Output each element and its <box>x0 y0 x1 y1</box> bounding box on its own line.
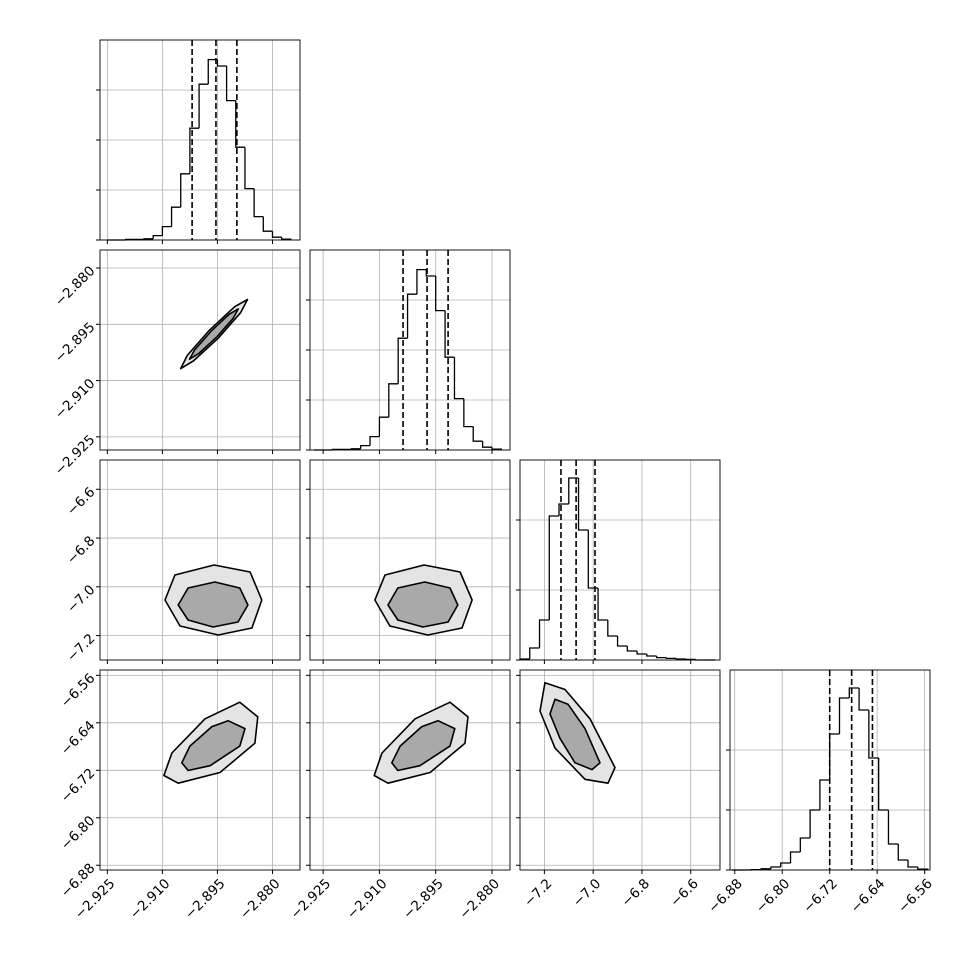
y-tick-label: −6.80 <box>58 813 99 854</box>
histogram-bin <box>408 294 417 338</box>
x-tick-label: −6.8 <box>619 876 653 910</box>
histogram-bin <box>647 654 657 656</box>
y-tick-label: −6.72 <box>58 765 99 806</box>
contour <box>178 582 248 627</box>
contour <box>190 309 239 359</box>
histogram-bin <box>530 648 540 659</box>
x-tick-label: −6.80 <box>753 876 794 917</box>
contour <box>182 721 245 771</box>
histogram-bin <box>918 867 928 870</box>
histogram-bin <box>162 227 171 236</box>
x-tick-label: −6.64 <box>848 876 889 917</box>
histogram-bin <box>791 852 801 863</box>
histogram-bin <box>227 66 236 101</box>
x-tick-label: −2.910 <box>127 876 174 923</box>
x-tick-label: −2.880 <box>456 876 503 923</box>
histogram-bin <box>436 276 445 311</box>
histogram-bin <box>666 658 676 659</box>
x-tick-label: −7.0 <box>570 876 604 910</box>
x-tick-label: −2.895 <box>400 876 447 923</box>
x-tick-label: −6.88 <box>705 876 746 917</box>
histogram-bin <box>217 60 226 66</box>
y-tick-label: −6.64 <box>58 718 99 759</box>
x-tick-label: −6.56 <box>895 876 936 917</box>
histogram-bin <box>657 656 667 658</box>
histogram-bin <box>370 437 379 446</box>
histogram-bin <box>618 636 628 646</box>
histogram-bin <box>351 449 360 450</box>
histogram-bin <box>839 698 849 734</box>
histogram-bin <box>379 417 388 436</box>
histogram-bin <box>549 516 559 620</box>
y-tick-label: −6.8 <box>64 533 98 567</box>
histogram-bin <box>417 270 426 295</box>
histogram-bin <box>254 189 263 217</box>
histogram-bin <box>199 84 208 128</box>
histogram-bin <box>483 441 492 447</box>
x-tick-label: −2.925 <box>288 876 335 923</box>
panel-frame <box>520 460 720 660</box>
histogram-bin <box>908 860 918 867</box>
histogram-bin <box>144 239 153 240</box>
histogram-bin <box>245 147 254 188</box>
y-tick-label: −2.925 <box>52 432 99 479</box>
histogram-bin <box>676 658 686 659</box>
histogram-bin <box>172 207 181 226</box>
y-tick-label: −7.2 <box>64 631 98 665</box>
histogram-bin <box>830 734 840 780</box>
histogram-bin <box>454 357 463 398</box>
contour <box>392 721 455 771</box>
y-tick-label: −7.0 <box>64 582 98 616</box>
histogram-bin <box>569 478 579 504</box>
y-tick-label: −6.56 <box>58 670 99 711</box>
histogram-bin <box>579 478 589 530</box>
histogram-bin <box>190 128 199 174</box>
histogram-bin <box>263 217 272 232</box>
histogram-bin <box>800 838 810 852</box>
histogram-bin <box>473 427 482 442</box>
x-tick-label: −2.880 <box>237 876 284 923</box>
y-tick-label: −2.910 <box>52 376 99 423</box>
histogram-bin <box>761 869 771 870</box>
histogram-bin <box>627 646 637 651</box>
histogram-bin <box>771 867 781 869</box>
histogram-bin <box>879 758 889 810</box>
histogram-bin <box>153 236 162 239</box>
x-tick-label: −6.72 <box>800 876 841 917</box>
y-tick-label: −6.6 <box>64 484 98 518</box>
histogram-bin <box>598 588 608 620</box>
contour <box>388 582 458 627</box>
y-tick-label: −2.895 <box>52 319 99 366</box>
histogram-bin <box>361 446 370 449</box>
x-tick-label: −6.6 <box>667 876 701 910</box>
histogram-bin <box>820 780 830 810</box>
histogram-bin <box>464 399 473 427</box>
y-tick-label: −2.880 <box>52 263 99 310</box>
histogram-bin <box>849 688 859 698</box>
histogram-bin <box>389 384 398 417</box>
x-tick-label: −2.895 <box>182 876 229 923</box>
histogram-bin <box>859 688 869 710</box>
histogram-bin <box>888 810 898 844</box>
histogram-bin <box>608 620 618 636</box>
x-tick-label: −7.2 <box>521 876 555 910</box>
x-tick-label: −2.910 <box>344 876 391 923</box>
histogram-bin <box>272 231 281 237</box>
histogram-bin <box>181 174 190 207</box>
histogram-bin <box>898 844 908 860</box>
histogram-bin <box>810 810 820 838</box>
